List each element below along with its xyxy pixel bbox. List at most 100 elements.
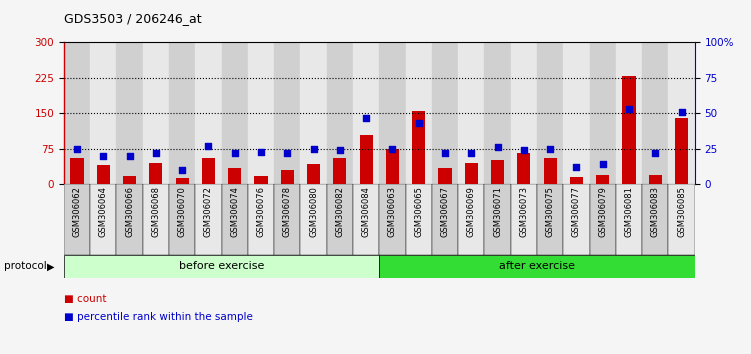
Bar <box>642 42 668 184</box>
Bar <box>511 42 537 184</box>
Point <box>124 153 136 159</box>
Point <box>439 150 451 156</box>
Point <box>255 149 267 154</box>
Bar <box>195 184 222 255</box>
Bar <box>616 42 642 184</box>
Bar <box>64 255 379 278</box>
Bar <box>64 42 90 184</box>
Point <box>282 150 294 156</box>
Text: GSM306074: GSM306074 <box>231 186 239 237</box>
Bar <box>596 175 609 184</box>
Bar <box>248 184 274 255</box>
Bar <box>590 42 616 184</box>
Bar <box>379 184 406 255</box>
Bar <box>386 149 399 184</box>
Bar <box>327 42 353 184</box>
Bar <box>353 184 379 255</box>
Text: GSM306073: GSM306073 <box>520 186 528 237</box>
Bar <box>544 158 556 184</box>
Bar <box>484 42 511 184</box>
Text: GSM306076: GSM306076 <box>257 186 265 237</box>
Bar <box>149 163 162 184</box>
Point <box>649 150 661 156</box>
Bar <box>333 158 346 184</box>
Point <box>176 167 188 173</box>
Text: GSM306072: GSM306072 <box>204 186 213 237</box>
Text: GSM306077: GSM306077 <box>572 186 581 237</box>
Bar <box>143 42 169 184</box>
Bar <box>570 177 583 184</box>
Bar <box>274 184 300 255</box>
Bar <box>432 184 458 255</box>
Point <box>334 147 346 153</box>
Bar <box>432 42 458 184</box>
Bar <box>537 184 563 255</box>
Text: GSM306062: GSM306062 <box>73 186 81 237</box>
Point <box>308 146 320 152</box>
Point <box>597 161 609 167</box>
Bar <box>176 178 189 184</box>
Bar <box>484 184 511 255</box>
Point <box>676 109 688 115</box>
Bar <box>537 42 563 184</box>
Bar <box>675 118 688 184</box>
Text: GSM306083: GSM306083 <box>651 186 659 237</box>
Text: ▶: ▶ <box>47 261 54 272</box>
Point <box>623 106 635 112</box>
Text: GSM306069: GSM306069 <box>467 186 475 237</box>
Bar <box>623 75 635 184</box>
Text: GSM306085: GSM306085 <box>677 186 686 237</box>
Bar <box>202 158 215 184</box>
Text: protocol: protocol <box>4 261 47 272</box>
Text: GDS3503 / 206246_at: GDS3503 / 206246_at <box>64 12 201 25</box>
Point <box>492 144 504 150</box>
Bar <box>307 164 320 184</box>
Bar <box>169 42 195 184</box>
Bar <box>116 42 143 184</box>
Bar <box>123 176 136 184</box>
Bar <box>353 42 379 184</box>
Bar <box>300 184 327 255</box>
Point <box>360 115 372 120</box>
Text: GSM306070: GSM306070 <box>178 186 186 237</box>
Text: GSM306067: GSM306067 <box>441 186 449 237</box>
Text: after exercise: after exercise <box>499 261 575 272</box>
Bar <box>327 184 353 255</box>
Bar <box>195 42 222 184</box>
Bar <box>300 42 327 184</box>
Text: GSM306075: GSM306075 <box>546 186 554 237</box>
Bar <box>64 184 90 255</box>
Bar <box>228 167 241 184</box>
Bar <box>274 42 300 184</box>
Bar <box>412 111 425 184</box>
Point <box>466 150 478 156</box>
Point <box>71 146 83 152</box>
Bar <box>379 42 406 184</box>
Bar <box>90 184 116 255</box>
Text: GSM306084: GSM306084 <box>362 186 370 237</box>
Text: GSM306064: GSM306064 <box>99 186 107 237</box>
Bar <box>248 42 274 184</box>
Bar <box>465 163 478 184</box>
Text: GSM306065: GSM306065 <box>415 186 423 237</box>
Point <box>518 147 530 153</box>
Point <box>229 150 241 156</box>
Bar <box>281 170 294 184</box>
Bar <box>458 184 484 255</box>
Text: ■ percentile rank within the sample: ■ percentile rank within the sample <box>64 312 252 322</box>
Bar <box>590 184 616 255</box>
Text: GSM306081: GSM306081 <box>625 186 633 237</box>
Bar <box>255 176 267 184</box>
Bar <box>458 42 484 184</box>
Point <box>387 146 399 152</box>
Bar <box>517 153 530 184</box>
Bar <box>116 184 143 255</box>
Text: GSM306080: GSM306080 <box>309 186 318 237</box>
Bar <box>491 160 504 184</box>
Text: GSM306068: GSM306068 <box>152 186 160 237</box>
Bar <box>439 167 451 184</box>
Point <box>413 120 425 126</box>
Point <box>544 146 556 152</box>
Bar <box>143 184 169 255</box>
Point <box>203 143 215 149</box>
